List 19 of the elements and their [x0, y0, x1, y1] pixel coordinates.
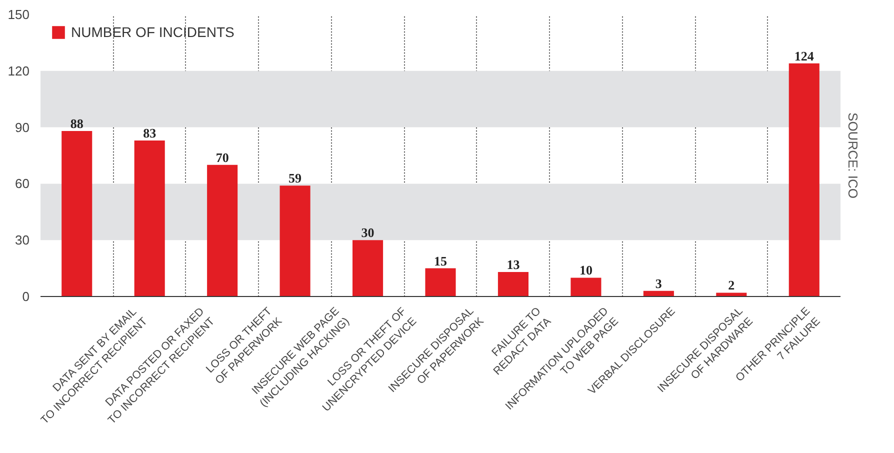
y-tick-label: 0	[22, 289, 30, 304]
source-note: SOURCE: ICO	[846, 112, 860, 198]
y-tick-label: 30	[15, 232, 30, 248]
data-label: 13	[506, 257, 520, 272]
legend-label: NUMBER OF INCIDENTS	[71, 24, 234, 40]
y-tick-label: 120	[8, 63, 30, 78]
data-label: 83	[143, 125, 157, 140]
data-label: 10	[579, 262, 592, 278]
data-label: 70	[216, 150, 229, 165]
y-tick-label: 150	[8, 7, 30, 22]
data-label: 30	[361, 225, 374, 240]
data-label: 3	[655, 276, 662, 291]
y-tick-label: 90	[15, 120, 30, 135]
data-label: 59	[288, 170, 302, 186]
data-label: 88	[70, 116, 84, 132]
data-label: 15	[434, 253, 448, 268]
data-label: 124	[794, 48, 814, 64]
data-label: 2	[728, 278, 735, 293]
y-tick-label: 60	[15, 176, 30, 192]
